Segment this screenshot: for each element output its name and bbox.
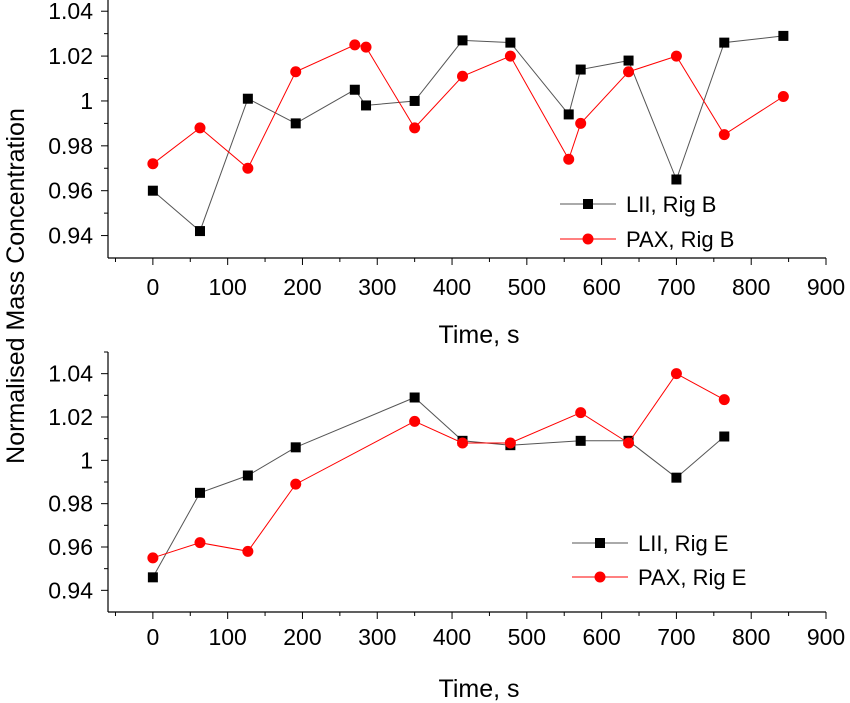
x-tick-label: 200 [283,624,321,650]
data-point-circle [623,66,635,78]
legend-label: PAX, Rig E [638,565,746,590]
data-point-square [575,435,586,446]
legend-marker-square [595,538,605,548]
legend-label: PAX, Rig B [626,227,734,252]
data-point-square [409,392,420,403]
data-point-circle [670,50,682,62]
x-tick-label: 200 [283,274,321,300]
data-point-circle [457,70,469,82]
x-tick-label: 300 [358,624,396,650]
data-point-circle [242,162,254,174]
y-tick-label: 0.94 [48,223,93,249]
data-point-square [194,226,205,237]
data-point-square [719,431,730,442]
data-point-square [505,37,516,48]
data-point-square [349,84,360,95]
x-tick-label: 900 [807,624,845,650]
data-point-circle [409,122,421,134]
data-point-circle [290,478,302,490]
data-point-circle [349,39,361,51]
data-point-circle [777,90,789,102]
data-point-circle [194,537,206,549]
data-point-circle [147,552,159,564]
data-point-circle [242,545,254,557]
data-point-square [671,472,682,483]
y-tick-label: 1 [80,88,93,114]
x-tick-label: 800 [732,624,770,650]
x-tick-label: 500 [508,624,546,650]
data-point-square [242,93,253,104]
data-point-circle [563,153,575,165]
y-tick-label: 1.04 [48,0,93,24]
x-tick-label: 500 [508,274,546,300]
data-point-square [563,109,574,120]
y-tick-label: 0.96 [48,534,93,560]
series-line-pax [152,44,784,170]
data-point-circle [360,41,372,53]
data-point-square [147,572,158,583]
data-point-square [242,470,253,481]
data-point-circle [504,437,516,449]
data-point-circle [575,407,587,419]
data-point-circle [147,158,159,170]
data-point-square [147,185,158,196]
x-axis-title: Time, s [438,675,519,703]
y-tick-label: 0.94 [48,577,93,603]
data-point-circle [409,415,421,427]
data-point-square [778,30,789,41]
data-point-circle [623,437,635,449]
x-tick-label: 0 [146,274,159,300]
y-tick-label: 1.04 [48,361,93,387]
data-point-circle [718,129,730,141]
y-tick-label: 1.02 [48,43,93,69]
data-point-circle [718,394,730,406]
data-point-square [361,100,372,111]
data-point-square [290,118,301,129]
x-tick-label: 700 [657,274,695,300]
x-tick-label: 100 [208,624,246,650]
x-axis-title: Time, s [438,321,519,349]
y-tick-label: 0.98 [48,133,93,159]
x-tick-label: 300 [358,274,396,300]
legend-label: LII, Rig E [638,531,728,556]
legend-marker-circle [594,571,606,583]
bottom-panel: 0 100 200 300 400 500 600 700 800 900 0.94 0.96 0.98… [48,351,845,703]
y-tick-label: 1.02 [48,404,93,430]
x-tick-label: 900 [807,274,845,300]
x-tick-label: 0 [146,624,159,650]
x-tick-label: 400 [433,624,471,650]
top-panel: 0 100 200 300 400 500 600 700 800 900 0.94 0.96 0.98… [48,0,845,349]
data-point-square [671,174,682,185]
y-tick-label: 0.98 [48,491,93,517]
legend-marker-square [583,199,593,209]
data-point-circle [457,437,469,449]
x-tick-label: 700 [657,624,695,650]
y-tick-label: 1 [80,447,93,473]
data-point-circle [670,368,682,380]
data-point-circle [575,117,587,129]
data-point-circle [290,66,302,78]
x-tick-label: 400 [433,274,471,300]
data-point-square [575,64,586,75]
x-tick-label: 600 [582,624,620,650]
x-tick-label: 800 [732,274,770,300]
data-point-square [457,35,468,46]
data-point-square [194,487,205,498]
data-point-square [290,442,301,453]
legend-marker-circle [582,233,594,245]
data-point-square [623,55,634,66]
x-tick-label: 600 [582,274,620,300]
data-point-circle [504,50,516,62]
y-axis-title: Normalised Mass Concentration [2,108,30,464]
data-point-square [719,37,730,48]
y-tick-label: 0.96 [48,178,93,204]
legend-label: LII, Rig B [626,192,716,217]
data-point-circle [194,122,206,134]
data-point-square [409,95,420,106]
x-tick-label: 100 [208,274,246,300]
